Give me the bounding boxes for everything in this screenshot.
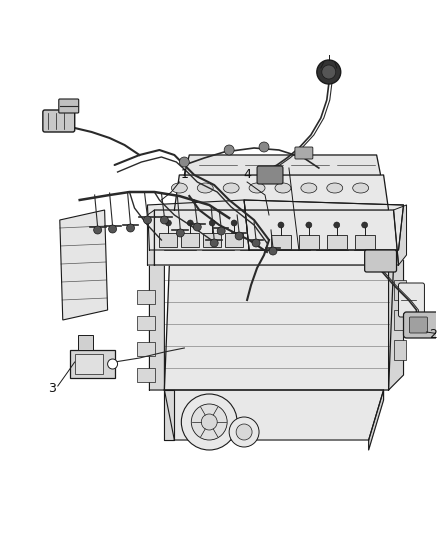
Bar — [138, 316, 155, 330]
Circle shape — [166, 220, 171, 226]
Bar — [138, 368, 155, 382]
Text: 3: 3 — [48, 382, 56, 394]
Circle shape — [278, 222, 284, 228]
Bar — [159, 233, 177, 247]
Circle shape — [306, 222, 312, 228]
Ellipse shape — [223, 183, 239, 193]
Circle shape — [187, 220, 193, 226]
Polygon shape — [389, 260, 403, 390]
Circle shape — [160, 219, 168, 227]
FancyBboxPatch shape — [295, 147, 313, 159]
Text: 4: 4 — [243, 168, 251, 182]
Circle shape — [209, 220, 215, 226]
Ellipse shape — [171, 183, 187, 193]
Circle shape — [236, 424, 252, 440]
Circle shape — [231, 220, 237, 226]
Circle shape — [224, 145, 234, 155]
Bar — [75, 354, 102, 374]
Ellipse shape — [301, 183, 317, 193]
FancyBboxPatch shape — [257, 166, 283, 184]
Polygon shape — [164, 390, 384, 440]
Polygon shape — [148, 210, 155, 265]
Circle shape — [269, 247, 277, 255]
Polygon shape — [164, 390, 174, 440]
Polygon shape — [369, 390, 384, 450]
Bar — [299, 235, 319, 249]
Circle shape — [191, 404, 227, 440]
Bar — [394, 310, 406, 330]
Polygon shape — [155, 210, 399, 265]
Circle shape — [362, 222, 367, 228]
Bar — [394, 280, 406, 300]
Ellipse shape — [249, 183, 265, 193]
FancyBboxPatch shape — [403, 312, 438, 338]
Polygon shape — [164, 265, 394, 390]
Circle shape — [259, 142, 269, 152]
Circle shape — [179, 157, 189, 167]
Circle shape — [144, 218, 152, 226]
Ellipse shape — [197, 183, 213, 193]
Ellipse shape — [353, 183, 369, 193]
Bar — [355, 235, 374, 249]
Circle shape — [127, 222, 134, 230]
Circle shape — [334, 222, 340, 228]
Bar — [138, 290, 155, 304]
Bar — [78, 335, 93, 350]
FancyBboxPatch shape — [410, 317, 427, 333]
FancyBboxPatch shape — [43, 110, 75, 132]
Polygon shape — [244, 200, 403, 250]
Circle shape — [109, 225, 117, 233]
Polygon shape — [394, 205, 406, 265]
Bar — [138, 342, 155, 356]
Bar — [271, 235, 291, 249]
Circle shape — [177, 219, 184, 227]
Polygon shape — [174, 175, 389, 210]
Circle shape — [94, 227, 102, 235]
Bar — [394, 340, 406, 360]
Bar — [327, 235, 347, 249]
Circle shape — [201, 414, 217, 430]
Circle shape — [181, 394, 237, 450]
Circle shape — [108, 359, 117, 369]
FancyBboxPatch shape — [399, 283, 424, 317]
Ellipse shape — [327, 183, 343, 193]
FancyBboxPatch shape — [59, 99, 79, 113]
Bar — [203, 233, 221, 247]
FancyBboxPatch shape — [365, 250, 396, 272]
Bar — [225, 233, 243, 247]
Polygon shape — [148, 200, 249, 250]
Polygon shape — [149, 250, 164, 390]
Circle shape — [317, 60, 341, 84]
Circle shape — [252, 239, 260, 247]
Circle shape — [210, 236, 218, 244]
Polygon shape — [184, 155, 381, 175]
Text: 2: 2 — [430, 328, 437, 342]
Circle shape — [217, 227, 225, 235]
Ellipse shape — [275, 183, 291, 193]
Bar — [181, 233, 199, 247]
Polygon shape — [60, 210, 108, 320]
Bar — [70, 350, 115, 378]
Text: 1: 1 — [180, 168, 188, 182]
Circle shape — [193, 223, 201, 231]
Circle shape — [322, 65, 336, 79]
Circle shape — [229, 417, 259, 447]
Circle shape — [235, 232, 243, 240]
